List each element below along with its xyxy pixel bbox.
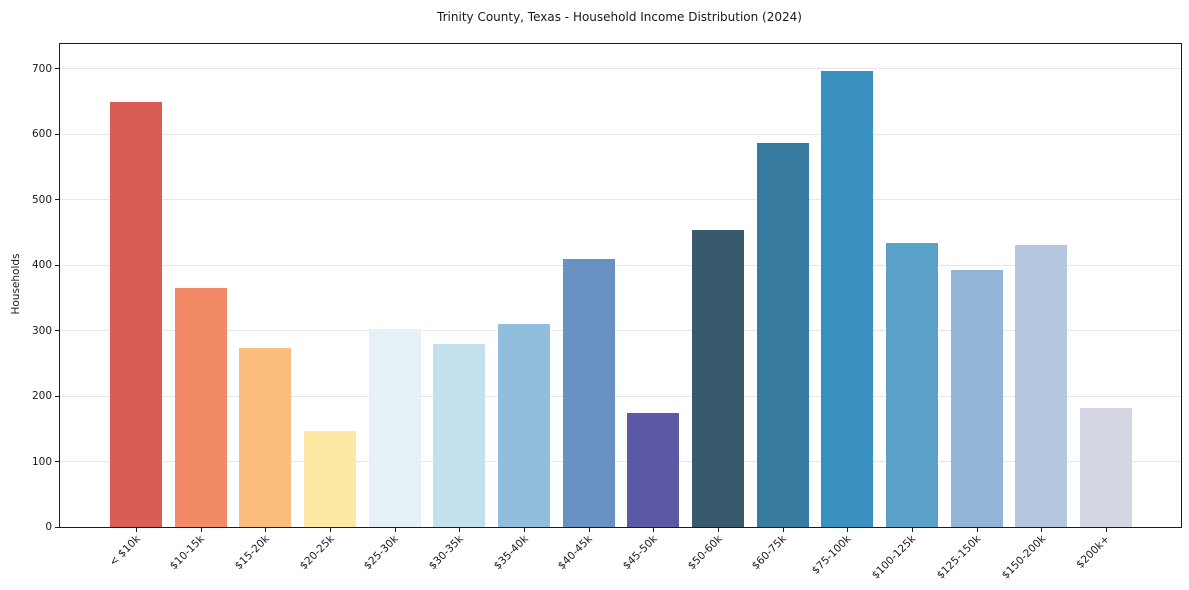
bar-150-200k [1015,245,1068,527]
y-tick-label: 100 [31,455,52,468]
bar-100-125k [886,243,939,527]
x-tick-label: $100-125k [869,533,919,582]
y-tick-label: 400 [31,259,52,272]
gridline [60,68,1181,70]
x-tick-mark [912,528,914,532]
x-tick-mark [265,528,267,532]
bar-10-15k [174,287,227,527]
y-tick-label: 600 [31,128,52,141]
bar-15-20k [239,348,292,527]
bar-40-45k [562,259,615,527]
x-tick-mark [459,528,461,532]
y-axis-label: Households [10,253,22,315]
x-tick-mark [718,528,720,532]
x-tick-mark [847,528,849,532]
x-tick-label: $35-40k [491,533,531,573]
x-tick-mark [524,528,526,532]
x-tick-mark [394,528,396,532]
y-tick-label: 200 [31,390,52,403]
x-tick-mark [136,528,137,532]
x-tick-label: $75-100k [810,533,854,577]
x-tick-label: $60-75k [750,533,790,573]
plot-area: 0 100 200 300 400 500 600 700 < $10k $10-15k $15-2… [32,43,1182,582]
bar-45-50k [627,413,680,527]
x-tick-label: $200k+ [1074,533,1113,571]
x-tick-label: $10-15k [168,533,208,573]
x-tick-mark [1041,528,1043,532]
x-tick-label: $25-30k [362,533,402,573]
y-tick-mark [55,133,59,135]
x-tick-mark [1106,528,1108,532]
bar-200k [1080,408,1133,527]
y-tick-mark [55,526,59,528]
x-tick-mark [653,528,655,532]
bar-25-30k [368,328,421,527]
x-tick-label: $40-45k [556,533,596,573]
gridline [60,330,1181,332]
gridline [60,461,1181,462]
y-tick-mark [55,461,59,462]
gridline [60,133,1181,135]
y-tick-mark [55,264,59,266]
y-tick-label: 500 [31,193,52,206]
gridline [60,395,1181,397]
bar-35-40k [498,323,551,527]
x-tick-label: $150-200k [999,533,1048,582]
y-tick-mark [55,68,59,70]
x-tick-mark [976,528,978,532]
bar-20-25k [304,431,356,527]
x-tick-label: $125-150k [934,533,984,582]
x-tick-mark [330,528,331,532]
y-tick-mark [55,395,59,397]
x-tick-label: $20-25k [297,533,337,573]
x-tick-label: $15-20k [232,533,272,573]
gridline [60,264,1181,266]
y-tick-mark [55,199,59,201]
y-tick-mark [55,330,59,332]
bar-125-150k [950,270,1003,527]
x-tick-label: $45-50k [620,533,660,573]
x-tick-mark [200,528,202,532]
bar-60-75k [756,143,809,527]
bar-50-60k [692,229,745,527]
y-tick-label: 700 [31,62,52,75]
y-tick-label: 300 [31,324,52,337]
chart-title: Trinity County, Texas - Household Income… [437,10,802,24]
x-tick-label: < $10k [106,533,143,569]
x-tick-mark [588,528,590,532]
gridline [60,199,1181,201]
bar-30-35k [433,344,486,527]
x-tick-label: $30-35k [426,533,466,573]
bar-75-100k [821,70,874,527]
y-tick-label: 0 [45,521,52,533]
x-tick-label: $50-60k [685,533,725,573]
bar-10k [110,101,162,527]
x-tick-mark [782,528,784,532]
